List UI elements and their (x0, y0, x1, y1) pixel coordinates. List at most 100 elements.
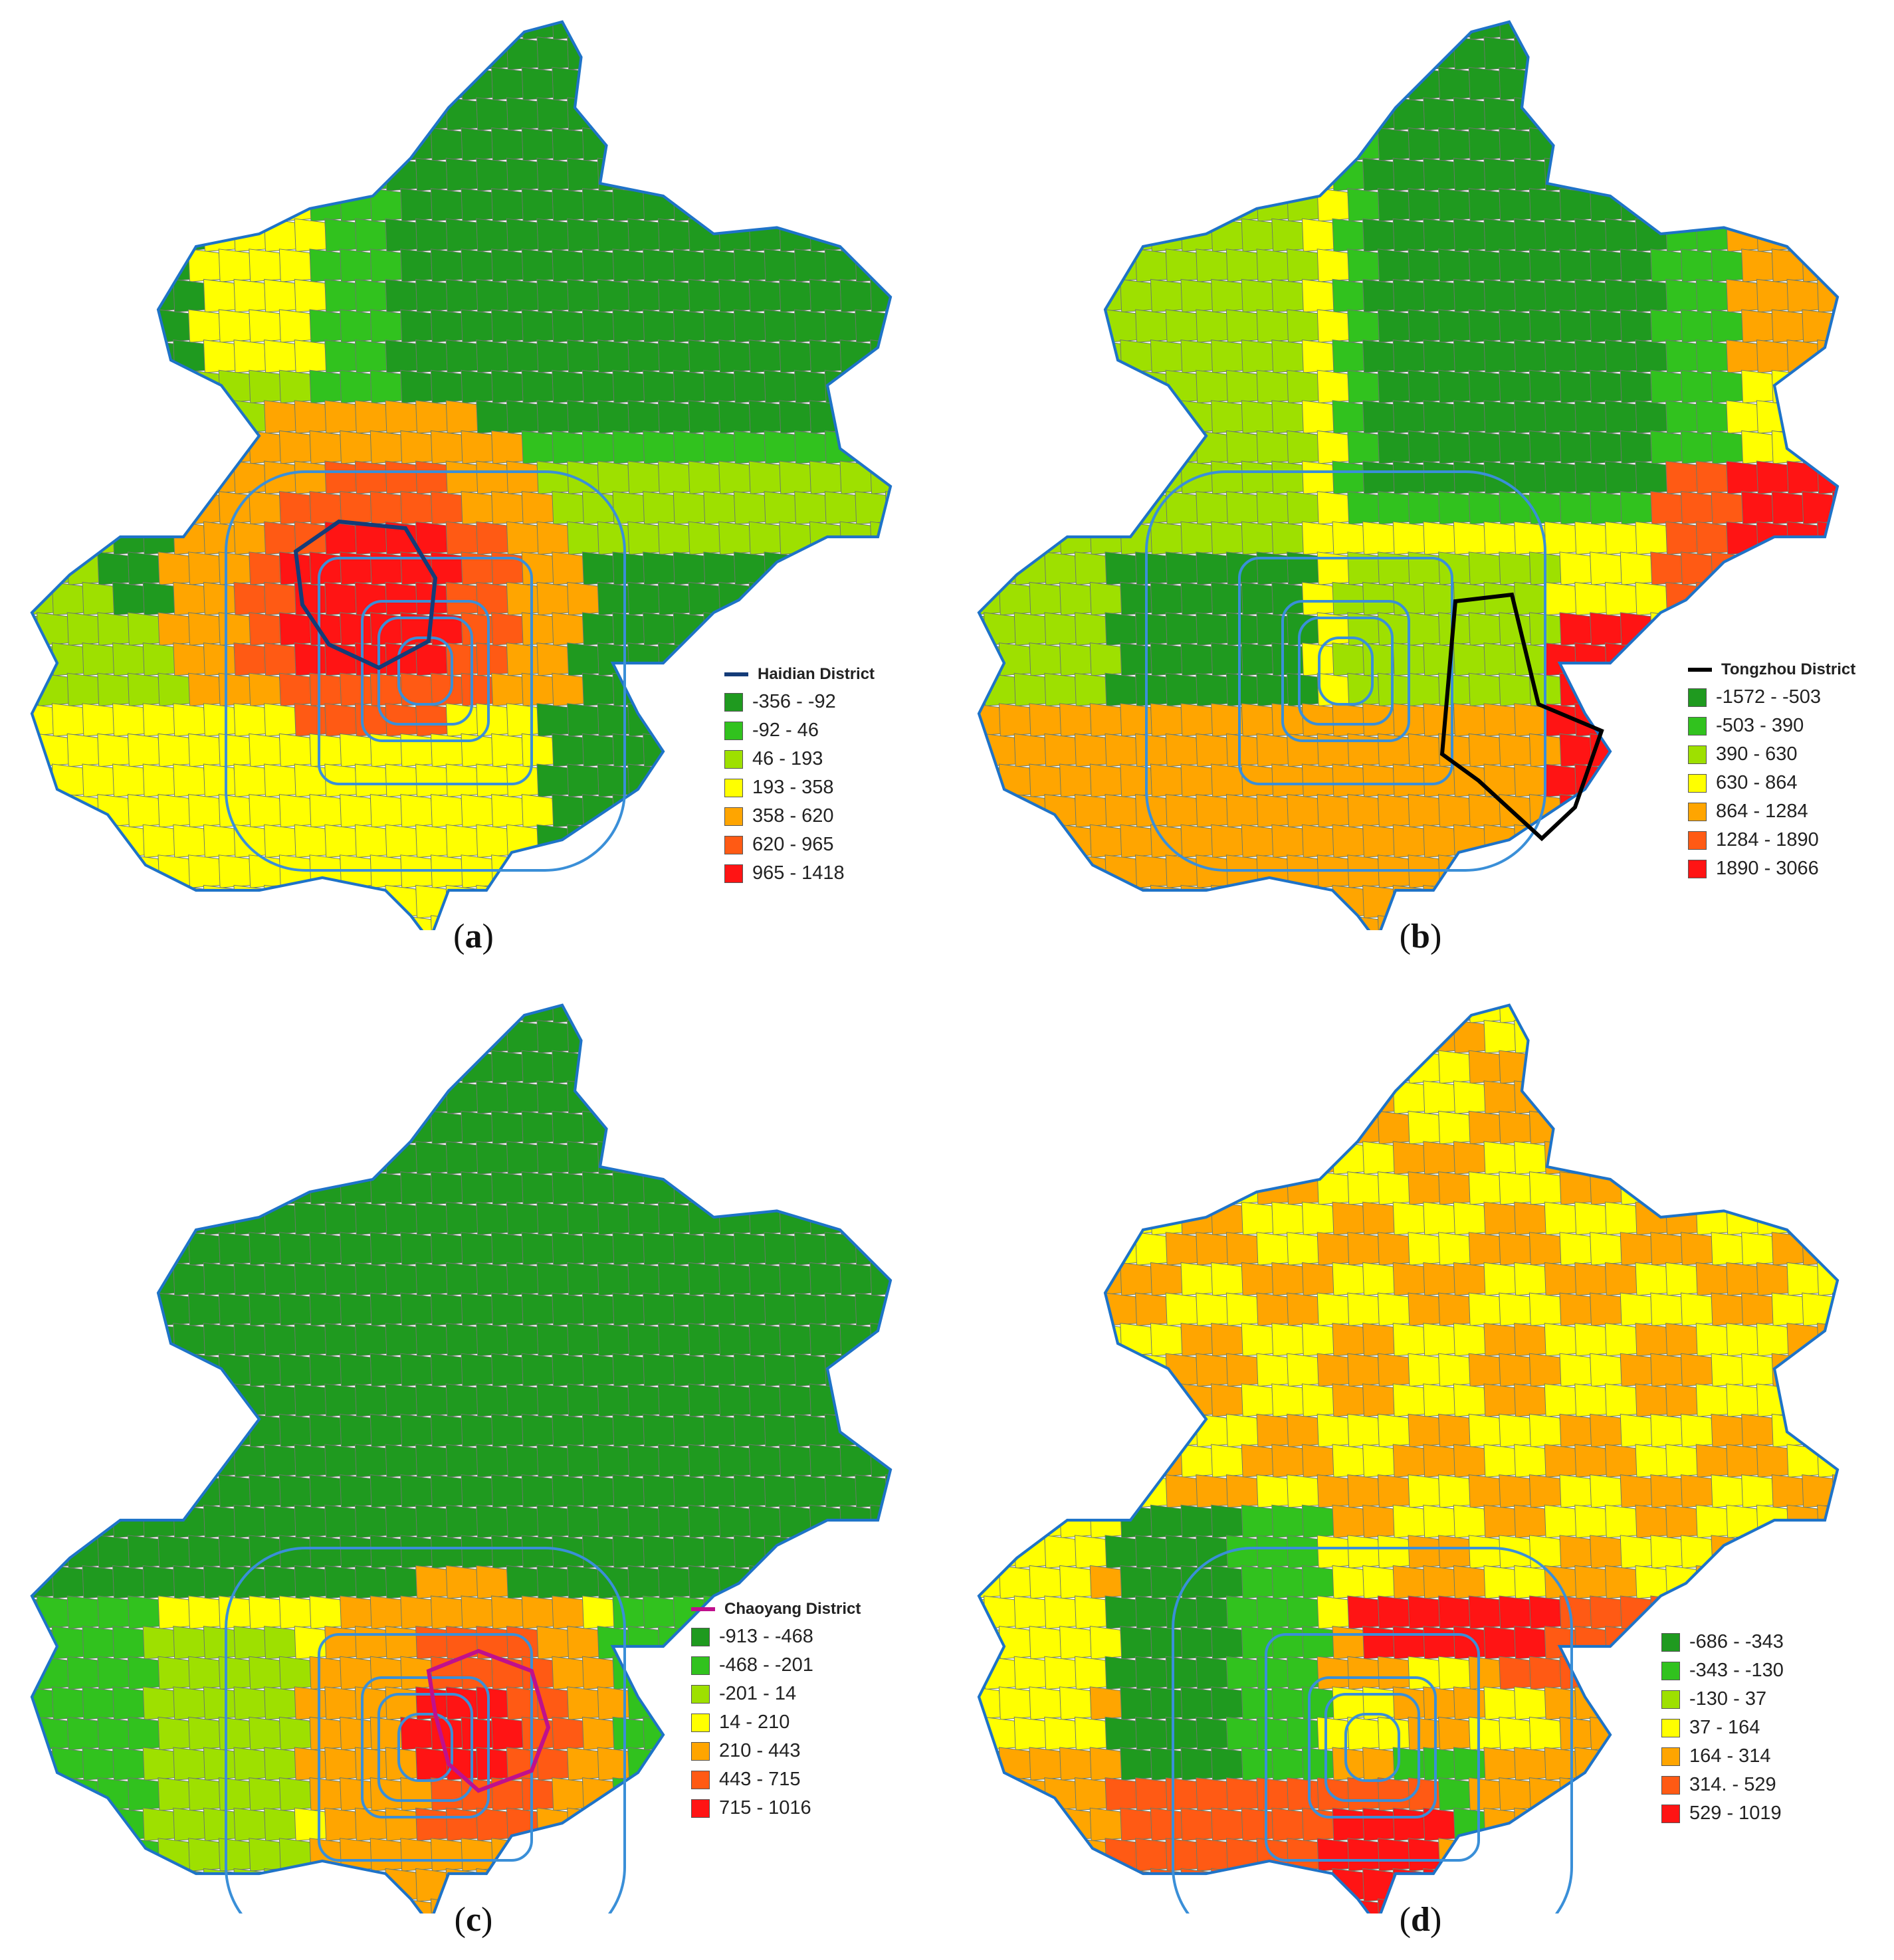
region-polygon (657, 1201, 692, 1236)
region-polygon (142, 1383, 177, 1417)
region-polygon (430, 127, 465, 161)
region-polygon (127, 1716, 161, 1751)
region-polygon (1196, 309, 1229, 343)
region-polygon (278, 309, 313, 343)
region-polygon (552, 733, 585, 767)
region-polygon (385, 1444, 419, 1478)
region-polygon (643, 127, 677, 161)
region-polygon (51, 1807, 86, 1842)
region-polygon (855, 1413, 889, 1448)
region-polygon (1832, 1232, 1838, 1266)
region-polygon (1287, 1171, 1320, 1205)
region-polygon (1089, 642, 1124, 676)
region-polygon (385, 1383, 419, 1417)
region-polygon (324, 1504, 358, 1539)
region-polygon (385, 1807, 419, 1842)
region-polygon (324, 1262, 358, 1296)
region-polygon (1756, 1565, 1790, 1599)
region-polygon (1802, 1171, 1836, 1205)
region-polygon (979, 248, 987, 282)
region-polygon (1514, 278, 1548, 313)
region-polygon (97, 1413, 131, 1448)
region-polygon (1392, 1141, 1427, 1175)
region-polygon (581, 127, 616, 161)
region-polygon (1514, 1141, 1548, 1175)
region-polygon (430, 309, 465, 343)
region-polygon (979, 157, 1002, 191)
region-polygon (1211, 1747, 1245, 1781)
region-polygon (1165, 1050, 1200, 1084)
region-polygon (1528, 1110, 1563, 1145)
region-polygon (998, 1201, 1033, 1236)
region-polygon (748, 521, 783, 555)
region-polygon (1771, 1232, 1806, 1266)
region-polygon (369, 1838, 404, 1872)
region-polygon (1059, 218, 1093, 252)
region-polygon (1135, 733, 1169, 767)
region-polygon (1377, 1413, 1412, 1448)
region-polygon (294, 460, 328, 494)
region-polygon (218, 1656, 253, 1690)
region-polygon (1847, 582, 1880, 615)
region-polygon (203, 1626, 237, 1660)
region-polygon (112, 218, 146, 252)
region-polygon (1362, 642, 1396, 676)
region-polygon (1847, 1747, 1880, 1780)
region-polygon (127, 1292, 161, 1326)
region-polygon (506, 884, 540, 919)
region-polygon (1635, 642, 1669, 676)
region-polygon (1029, 824, 1063, 858)
region-polygon (1650, 551, 1684, 585)
region-polygon (1241, 642, 1275, 676)
region-polygon (233, 97, 267, 131)
region-polygon (597, 340, 631, 373)
region-polygon (984, 1110, 1017, 1145)
region-polygon (979, 1838, 987, 1872)
region-polygon (415, 763, 449, 797)
region-polygon (688, 824, 722, 858)
region-polygon (1423, 1626, 1457, 1660)
region-polygon (1771, 21, 1806, 40)
region-polygon (1135, 127, 1169, 161)
region-polygon (249, 1656, 282, 1690)
region-polygon (733, 612, 768, 646)
region-polygon (32, 1020, 55, 1054)
region-polygon (1013, 369, 1048, 404)
region-polygon (400, 1716, 434, 1751)
region-polygon (173, 1383, 207, 1417)
region-polygon (1680, 369, 1715, 404)
region-polygon (1544, 460, 1578, 494)
legend-title: Tongzhou District (1688, 656, 1855, 683)
region-polygon (1514, 1383, 1548, 1417)
legend-swatch (1688, 745, 1707, 764)
region-polygon (764, 1232, 797, 1266)
region-polygon (51, 1868, 86, 1902)
region-polygon (249, 1716, 282, 1751)
region-polygon (1528, 66, 1563, 101)
region-polygon (491, 1353, 525, 1387)
region-polygon (400, 1292, 434, 1326)
region-polygon (1180, 157, 1214, 191)
region-polygon (1786, 1262, 1820, 1296)
region-polygon (385, 1323, 419, 1357)
region-polygon (1574, 1626, 1608, 1660)
region-polygon (1196, 794, 1229, 828)
region-polygon (552, 612, 585, 646)
region-polygon (309, 248, 343, 282)
region-polygon (839, 460, 873, 494)
region-polygon (476, 340, 510, 373)
region-polygon (1741, 21, 1775, 40)
region-polygon (1347, 21, 1381, 40)
region-polygon (870, 218, 891, 252)
region-polygon (673, 1005, 707, 1023)
region-polygon (1029, 1868, 1063, 1902)
choropleth-map-c (30, 1003, 893, 1913)
region-polygon (188, 66, 222, 101)
region-polygon (1377, 1050, 1412, 1084)
region-polygon (218, 430, 253, 464)
region-polygon (1786, 157, 1820, 191)
region-polygon (1756, 278, 1790, 313)
region-polygon (1225, 248, 1260, 282)
region-polygon (567, 400, 601, 434)
region-polygon (1180, 703, 1214, 737)
